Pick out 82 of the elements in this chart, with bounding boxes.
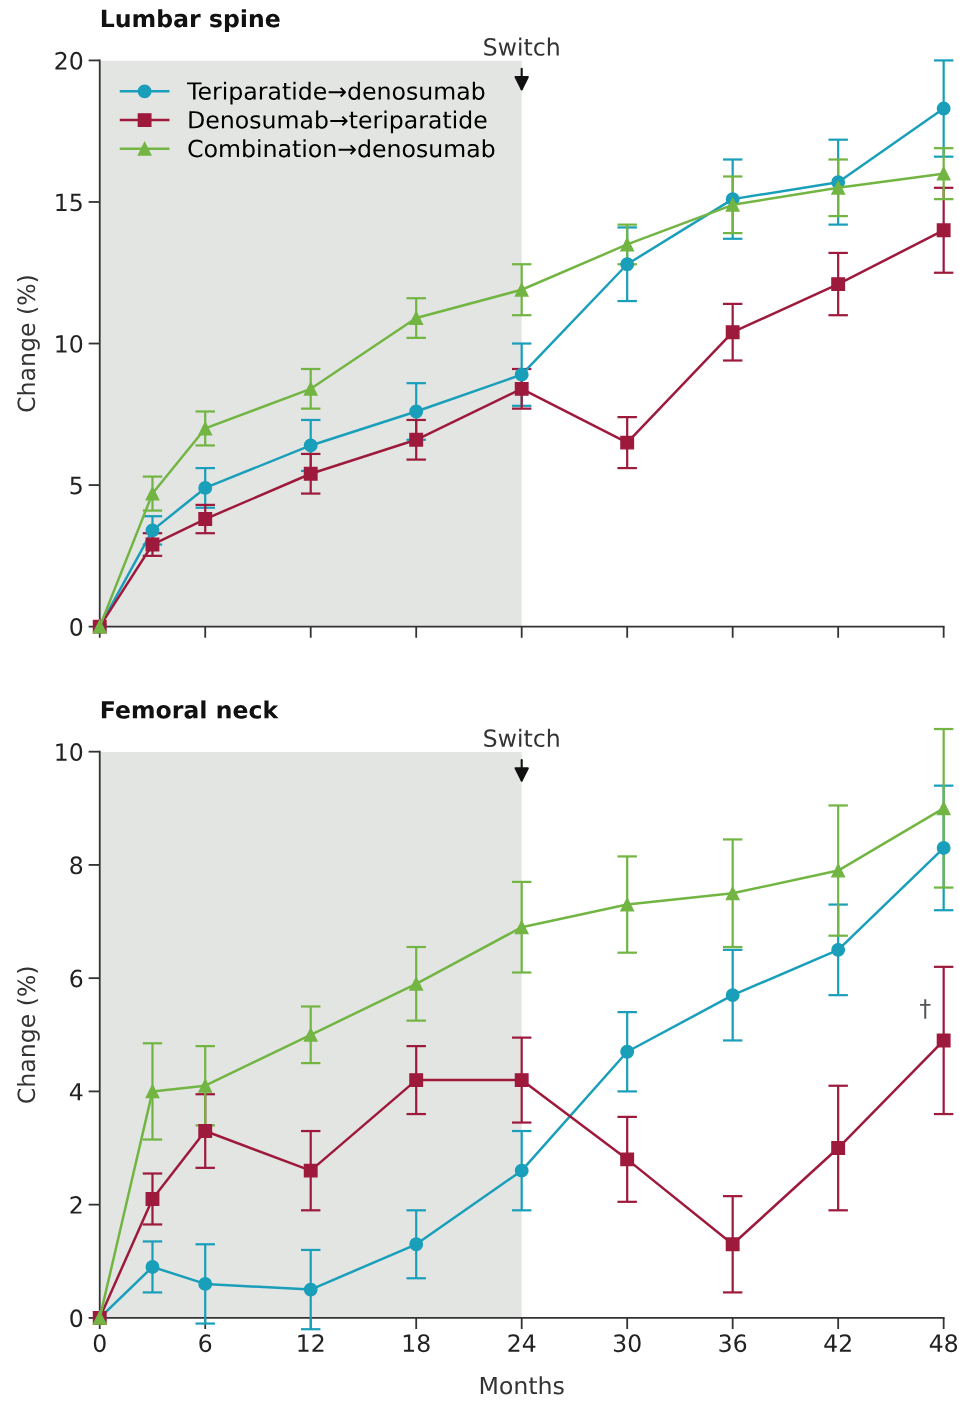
point <box>514 282 529 297</box>
y-tick-label: 2 <box>70 1196 82 1214</box>
point <box>725 197 740 212</box>
point <box>936 101 951 116</box>
y-tick-label: 15 <box>56 193 82 212</box>
point <box>620 237 635 252</box>
point <box>936 223 951 238</box>
point <box>725 886 740 901</box>
point <box>145 486 160 501</box>
point <box>831 277 846 292</box>
y-tick-label: 4 <box>69 1083 83 1101</box>
point <box>198 512 213 526</box>
point <box>936 801 951 816</box>
x-tick-label: 30 <box>613 1334 641 1353</box>
data-label: † <box>920 999 931 1019</box>
y-tick-label: 20 <box>55 51 83 70</box>
point <box>303 1163 318 1178</box>
point <box>409 311 424 325</box>
point <box>620 897 635 912</box>
point <box>620 435 635 450</box>
point <box>145 523 160 538</box>
point <box>198 480 213 495</box>
point <box>514 367 529 382</box>
x-tick-label: 18 <box>403 1334 430 1353</box>
text: Switch <box>484 37 559 56</box>
legend-label: Teriparatide→denosumab <box>187 81 485 105</box>
y-tick-label: 0 <box>70 1309 83 1328</box>
point <box>198 1276 213 1291</box>
point <box>514 381 529 396</box>
text: Switch <box>484 728 559 748</box>
point <box>198 1078 213 1093</box>
point <box>303 381 318 396</box>
point <box>409 1073 424 1088</box>
point <box>303 466 318 481</box>
point <box>514 1073 529 1088</box>
point <box>409 976 424 991</box>
point <box>409 404 424 419</box>
point <box>303 1027 318 1042</box>
x-tick-label: 6 <box>199 1334 212 1353</box>
point <box>409 432 424 447</box>
x-tick-label: 36 <box>719 1334 747 1353</box>
point <box>303 1282 318 1297</box>
y-axis-title: Change (%) <box>16 276 40 412</box>
x-axis-title: Months <box>480 1376 564 1395</box>
x-tick-label: 12 <box>298 1334 324 1352</box>
point <box>831 180 846 195</box>
x-tick-label: 0 <box>93 1334 106 1353</box>
point <box>831 1141 846 1155</box>
point <box>198 1124 213 1138</box>
y-tick-label: 0 <box>70 618 83 636</box>
point <box>145 1084 160 1099</box>
point <box>725 988 740 1003</box>
y-tick-label: 10 <box>56 334 83 353</box>
point <box>145 1259 160 1274</box>
point <box>514 920 529 935</box>
point <box>936 166 951 181</box>
x-tick-label: 48 <box>929 1334 958 1353</box>
point <box>514 1163 529 1178</box>
point <box>725 325 740 340</box>
legend-label: Denosumab→teriparatide <box>189 110 487 134</box>
point <box>409 1237 424 1252</box>
y-tick-label: 8 <box>70 856 83 875</box>
y-tick-label: 6 <box>70 969 83 988</box>
legend-label: Combination→denosumab <box>188 139 495 158</box>
point <box>620 1044 635 1059</box>
point <box>145 1192 160 1206</box>
x-tick-label: 42 <box>824 1334 851 1352</box>
chart-title: Femoral neck <box>101 700 279 719</box>
point <box>936 1033 951 1048</box>
x-tick-label: 24 <box>508 1334 536 1352</box>
point <box>831 942 846 957</box>
y-tick-label: 10 <box>56 743 83 761</box>
point <box>198 421 213 436</box>
point <box>936 840 951 855</box>
point <box>303 438 318 453</box>
point <box>725 1237 740 1252</box>
point <box>620 1152 635 1167</box>
point <box>620 257 635 272</box>
y-tick-label: 5 <box>70 476 82 495</box>
y-axis-title: Change (%) <box>16 967 40 1103</box>
point <box>831 863 846 878</box>
chart-title: Lumbar spine <box>101 9 280 32</box>
